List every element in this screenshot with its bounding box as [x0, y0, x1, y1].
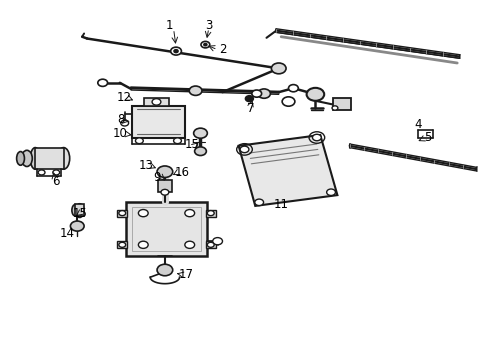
- Text: 3: 3: [204, 19, 212, 32]
- Polygon shape: [238, 135, 337, 206]
- Circle shape: [138, 210, 148, 217]
- Circle shape: [157, 166, 172, 177]
- Text: 1: 1: [165, 19, 173, 32]
- Bar: [117, 210, 127, 217]
- Ellipse shape: [21, 150, 32, 166]
- Circle shape: [119, 211, 125, 216]
- Circle shape: [121, 120, 128, 126]
- Text: 12: 12: [116, 91, 131, 104]
- Circle shape: [38, 170, 45, 175]
- Bar: [205, 241, 215, 248]
- Circle shape: [245, 96, 253, 102]
- Circle shape: [207, 211, 214, 216]
- Polygon shape: [349, 144, 476, 171]
- Circle shape: [326, 189, 335, 195]
- Text: 14: 14: [60, 227, 75, 240]
- Bar: [117, 241, 127, 248]
- Circle shape: [152, 99, 161, 105]
- Circle shape: [212, 238, 222, 245]
- Text: 11: 11: [274, 198, 288, 211]
- Circle shape: [70, 221, 84, 231]
- Circle shape: [53, 170, 60, 175]
- Ellipse shape: [58, 148, 69, 169]
- Bar: [126, 202, 206, 256]
- Text: 9: 9: [153, 171, 161, 184]
- Text: 4: 4: [413, 118, 421, 131]
- Circle shape: [98, 79, 107, 86]
- Circle shape: [184, 210, 194, 217]
- Circle shape: [170, 47, 181, 55]
- Bar: [144, 98, 168, 106]
- Text: 15: 15: [72, 207, 87, 220]
- Bar: [157, 180, 172, 192]
- Text: 17: 17: [178, 268, 193, 281]
- Text: 7: 7: [246, 102, 254, 114]
- Ellipse shape: [75, 204, 84, 217]
- Circle shape: [135, 138, 143, 144]
- Circle shape: [184, 241, 194, 248]
- Text: 6: 6: [52, 175, 60, 188]
- Bar: [132, 207, 201, 251]
- Circle shape: [288, 85, 298, 92]
- Text: 5: 5: [423, 131, 431, 144]
- Circle shape: [173, 138, 181, 144]
- Text: 8: 8: [117, 113, 125, 126]
- Circle shape: [251, 90, 261, 97]
- Circle shape: [119, 242, 125, 247]
- Text: 15: 15: [184, 138, 199, 151]
- Bar: [132, 106, 184, 138]
- Circle shape: [257, 89, 270, 98]
- Circle shape: [194, 147, 206, 156]
- Circle shape: [271, 63, 285, 74]
- Circle shape: [331, 106, 337, 110]
- Circle shape: [138, 241, 148, 248]
- Circle shape: [189, 86, 202, 95]
- Circle shape: [161, 189, 168, 195]
- Text: 2: 2: [218, 43, 226, 56]
- Bar: [75, 204, 84, 216]
- Circle shape: [201, 41, 209, 48]
- Circle shape: [207, 242, 214, 247]
- Circle shape: [282, 97, 294, 106]
- Bar: [35, 148, 63, 169]
- Circle shape: [174, 50, 178, 53]
- Circle shape: [306, 88, 324, 101]
- Circle shape: [203, 44, 206, 46]
- Circle shape: [312, 134, 321, 141]
- Circle shape: [193, 128, 207, 138]
- Polygon shape: [276, 29, 459, 58]
- Text: 13: 13: [138, 159, 153, 172]
- Bar: [332, 98, 350, 110]
- Text: 16: 16: [175, 166, 189, 179]
- Circle shape: [254, 199, 263, 206]
- Ellipse shape: [30, 148, 40, 169]
- Circle shape: [240, 146, 248, 153]
- Circle shape: [157, 264, 172, 276]
- Ellipse shape: [17, 152, 24, 165]
- Bar: [205, 210, 215, 217]
- Ellipse shape: [72, 204, 79, 216]
- Text: 10: 10: [113, 127, 127, 140]
